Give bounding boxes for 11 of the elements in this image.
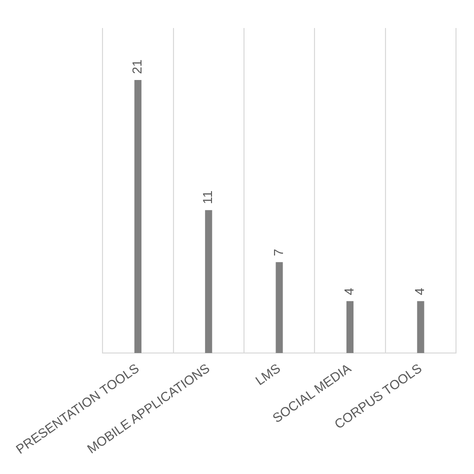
bar <box>346 301 354 354</box>
data-label: 7 <box>270 248 286 256</box>
data-label: 4 <box>412 288 428 296</box>
data-label: 11 <box>200 190 216 204</box>
data-label: 4 <box>342 288 357 296</box>
bar <box>205 210 212 354</box>
bar <box>134 80 142 354</box>
x-tick-label: LMS <box>252 360 284 388</box>
bar <box>417 301 424 354</box>
data-label: 21 <box>129 60 144 74</box>
bar <box>276 262 283 354</box>
